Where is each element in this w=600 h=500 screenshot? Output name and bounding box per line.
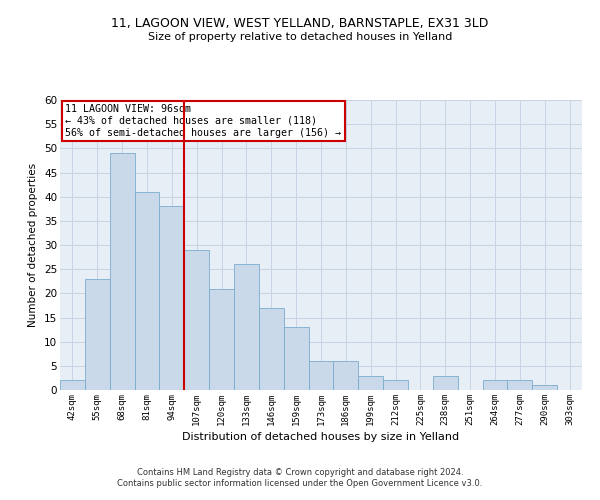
Bar [85,279,110,390]
Bar [134,192,160,390]
Bar [508,380,532,390]
Text: 11 LAGOON VIEW: 96sqm
← 43% of detached houses are smaller (118)
56% of semi-det: 11 LAGOON VIEW: 96sqm ← 43% of detached … [65,104,341,138]
Bar [110,153,134,390]
Bar [160,206,184,390]
X-axis label: Distribution of detached houses by size in Yelland: Distribution of detached houses by size … [182,432,460,442]
Bar [334,361,358,390]
Bar [284,327,308,390]
Bar [433,376,458,390]
Text: Contains HM Land Registry data © Crown copyright and database right 2024.
Contai: Contains HM Land Registry data © Crown c… [118,468,482,487]
Text: 11, LAGOON VIEW, WEST YELLAND, BARNSTAPLE, EX31 3LD: 11, LAGOON VIEW, WEST YELLAND, BARNSTAPL… [112,18,488,30]
Bar [209,288,234,390]
Bar [308,361,334,390]
Bar [532,385,557,390]
Bar [234,264,259,390]
Bar [482,380,508,390]
Text: Size of property relative to detached houses in Yelland: Size of property relative to detached ho… [148,32,452,42]
Bar [60,380,85,390]
Bar [184,250,209,390]
Bar [259,308,284,390]
Y-axis label: Number of detached properties: Number of detached properties [28,163,38,327]
Bar [383,380,408,390]
Bar [358,376,383,390]
